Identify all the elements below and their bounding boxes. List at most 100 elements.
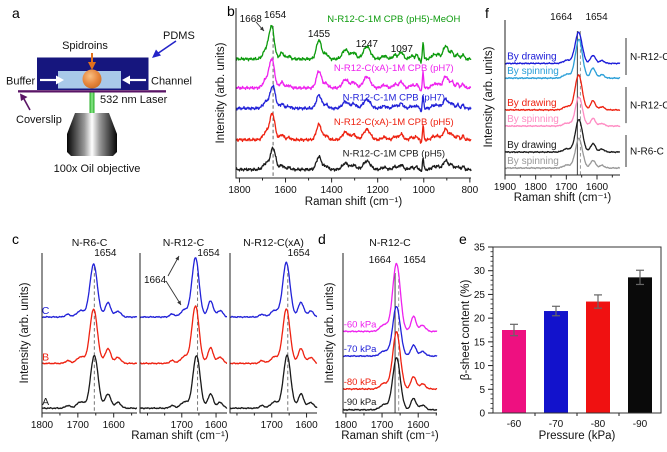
tick-label: 1700 bbox=[371, 420, 394, 431]
annotation-arrow-head bbox=[175, 256, 179, 261]
spidroins-arrow-head bbox=[88, 62, 96, 70]
channel-flow-arrow-head bbox=[122, 75, 130, 85]
tick-label: 1900 bbox=[494, 182, 517, 193]
spectrum-trace bbox=[139, 305, 228, 365]
peak-label: 1654 bbox=[585, 12, 608, 23]
group-label: N-R12-C bbox=[630, 101, 667, 112]
panel-letter-e: e bbox=[459, 231, 467, 247]
panel-letter-b: b bbox=[227, 3, 235, 19]
bar bbox=[628, 277, 652, 413]
spectrum-trace bbox=[41, 354, 138, 410]
trace-label: N-R12-C(xA)-1M CPB (pH7) bbox=[334, 63, 454, 74]
spectrum-trace bbox=[235, 112, 472, 144]
spectrum-trace bbox=[41, 263, 138, 319]
pdms-arrow bbox=[156, 40, 177, 55]
spectrum-trace bbox=[229, 261, 318, 319]
tick-label: 20 bbox=[474, 314, 486, 325]
buffer-label: Buffer bbox=[6, 76, 35, 88]
spectrum-trace bbox=[139, 257, 228, 319]
bar bbox=[502, 330, 526, 413]
x-axis-label: Raman shift (cm⁻¹) bbox=[131, 430, 229, 442]
spectrum-trace bbox=[235, 146, 472, 173]
category-label: -90 bbox=[633, 419, 648, 430]
peak-label: 1664 bbox=[144, 275, 167, 286]
objective-label: 100x Oil objective bbox=[54, 163, 141, 175]
tick-label: 1600 bbox=[274, 185, 297, 196]
trace-label: By spinning bbox=[507, 156, 559, 167]
coverslip-arrow bbox=[23, 98, 31, 111]
peak-label: 1664 bbox=[369, 255, 392, 266]
tick-label: 1600 bbox=[205, 420, 228, 431]
x-axis-label: Raman shift (cm⁻¹) bbox=[305, 196, 403, 208]
spectrum-trace bbox=[139, 355, 228, 410]
bar bbox=[544, 311, 568, 413]
tick-label: 1200 bbox=[367, 185, 390, 196]
panel-letter-d: d bbox=[318, 231, 326, 247]
subplot-title: N-R12-C bbox=[369, 237, 411, 249]
annotation-arrow-head bbox=[259, 26, 264, 31]
tick-label: 15 bbox=[474, 337, 486, 348]
laser-label: 532 nm Laser bbox=[100, 94, 168, 106]
spidroin-droplet bbox=[82, 69, 102, 89]
pdms-label: PDMS bbox=[163, 30, 195, 42]
peak-label: 1664 bbox=[550, 12, 573, 23]
trace-label: By drawing bbox=[507, 140, 556, 151]
tick-label: 1800 bbox=[31, 420, 54, 431]
tick-label: 1700 bbox=[67, 420, 90, 431]
peak-label: 1668 bbox=[240, 14, 263, 25]
oil-objective bbox=[67, 113, 117, 156]
tick-label: 1700 bbox=[261, 420, 284, 431]
peak-label: 1654 bbox=[264, 10, 287, 21]
axis bbox=[342, 253, 437, 414]
tick-label: 30 bbox=[474, 266, 486, 277]
annotation-arrow-head bbox=[177, 300, 181, 305]
trace-label: By drawing bbox=[507, 51, 556, 62]
trace-label: B bbox=[42, 351, 49, 363]
category-label: -70 bbox=[549, 419, 564, 430]
trace-label: N-R12-C-1M CPB (pH5) bbox=[343, 149, 445, 160]
spectrum-trace bbox=[342, 357, 438, 412]
subplot-title: N-R6-C bbox=[72, 237, 108, 249]
y-axis-label: β-sheet content (%) bbox=[460, 280, 472, 381]
group-label: N-R6-C bbox=[630, 146, 664, 157]
y-axis-label: Intensity (arb. units) bbox=[483, 46, 495, 147]
coverslip-arrow-head bbox=[20, 93, 28, 101]
trace-label: -90 kPa bbox=[344, 397, 377, 408]
tick-label: 1800 bbox=[525, 182, 548, 193]
panel-f-raman-chart: By spinning By drawing By spinning By drawi… bbox=[483, 12, 667, 204]
peak-label: 1654 bbox=[288, 248, 311, 259]
peak-label: 1654 bbox=[94, 248, 117, 259]
spectrum-trace bbox=[235, 84, 472, 113]
peak-label: 1654 bbox=[197, 248, 220, 259]
y-axis-label: Intensity (arb. units) bbox=[324, 282, 336, 383]
spectrum-trace bbox=[504, 74, 621, 112]
trace-label: C bbox=[42, 305, 50, 317]
spectrum-trace bbox=[504, 96, 621, 128]
panel-letter-f: f bbox=[485, 5, 489, 21]
panel-letter-c: c bbox=[12, 231, 19, 247]
trace-label: N-R12-C(xA)-1M CPB (pH5) bbox=[334, 117, 454, 128]
peak-label: 1455 bbox=[308, 29, 331, 40]
tick-label: 1600 bbox=[103, 420, 126, 431]
tick-label: 10 bbox=[474, 361, 486, 372]
trace-label: By spinning bbox=[507, 66, 559, 77]
tick-label: 1600 bbox=[295, 420, 318, 431]
spectrum-trace bbox=[229, 308, 318, 365]
panel-d-raman-chart: -90 kPa -80 kPa -70 kPa -60 kPa 1800 1700 1600… bbox=[324, 237, 439, 442]
buffer-flow-arrow-head bbox=[56, 75, 64, 85]
spectrum-trace bbox=[235, 57, 472, 92]
spectrum-trace bbox=[504, 119, 621, 154]
category-label: -60 bbox=[507, 419, 522, 430]
trace-label: A bbox=[42, 396, 49, 408]
subplot-title: N-R12-C(xA) bbox=[243, 237, 304, 249]
coverslip-glass bbox=[18, 90, 166, 93]
spectrum-trace bbox=[504, 31, 621, 65]
tick-label: 25 bbox=[474, 290, 486, 301]
annotation-arrow bbox=[165, 280, 182, 306]
axis bbox=[235, 8, 471, 179]
peak-label: 1654 bbox=[404, 255, 427, 266]
axis bbox=[229, 253, 317, 414]
spectrum-trace bbox=[229, 354, 318, 410]
